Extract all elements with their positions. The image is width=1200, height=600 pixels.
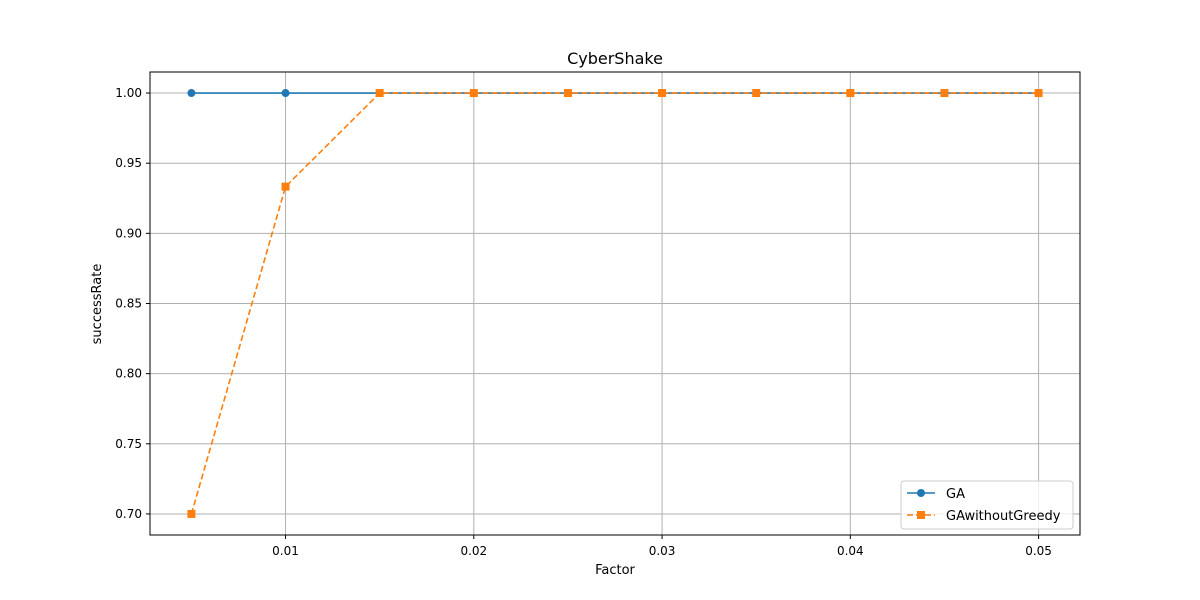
axis-ticks: 0.01 0.02 0.03 0.04 0.05 0.70 0.75 0.80 0.85 0.90… <box>115 86 1052 558</box>
x-axis-label: Factor <box>595 563 635 578</box>
chart-title: CyberShake <box>567 49 663 68</box>
y-tick-label: 0.90 <box>115 226 142 240</box>
data-point <box>1034 89 1043 98</box>
legend: GA GAwithoutGreedy <box>900 480 1074 530</box>
x-tick-label: 0.01 <box>272 544 299 558</box>
data-point <box>281 89 290 98</box>
data-point <box>281 182 290 191</box>
series-layer <box>187 89 1043 518</box>
data-point <box>940 89 949 98</box>
data-point <box>187 509 196 518</box>
data-point <box>187 89 196 98</box>
y-tick-label: 0.75 <box>115 437 142 451</box>
data-point <box>658 89 667 98</box>
series-line-1 <box>190 92 1039 515</box>
legend-label: GAwithoutGreedy <box>946 509 1061 524</box>
y-tick-label: 0.80 <box>115 367 142 381</box>
data-point <box>752 89 761 98</box>
y-tick-label: 0.95 <box>115 156 142 170</box>
legend-box <box>900 480 1074 530</box>
legend-marker <box>917 489 925 497</box>
data-point <box>846 89 855 98</box>
x-tick-label: 0.02 <box>460 544 487 558</box>
y-tick-label: 1.00 <box>115 86 142 100</box>
x-tick-label: 0.05 <box>1025 544 1052 558</box>
y-tick-label: 0.70 <box>115 507 142 521</box>
y-tick-label: 0.85 <box>115 297 142 311</box>
legend-label: GA <box>946 487 965 502</box>
y-axis-label: successRate <box>90 264 105 345</box>
x-tick-label: 0.03 <box>649 544 676 558</box>
data-point <box>469 89 478 98</box>
data-point <box>375 89 384 98</box>
data-point <box>563 89 572 98</box>
x-tick-label: 0.04 <box>837 544 864 558</box>
legend-marker <box>917 511 925 519</box>
